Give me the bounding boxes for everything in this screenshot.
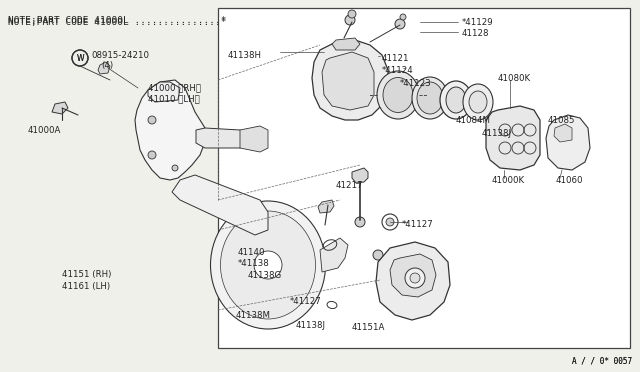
Ellipse shape [469, 91, 487, 113]
Text: W: W [76, 54, 84, 62]
Text: *41123: *41123 [400, 78, 432, 87]
Text: 41138J: 41138J [482, 128, 512, 138]
Text: 41161 (LH): 41161 (LH) [62, 282, 110, 292]
Text: W: W [76, 54, 84, 62]
Text: 41080K: 41080K [498, 74, 531, 83]
Text: NOTE;PART CODE 41000L ...............*: NOTE;PART CODE 41000L ...............* [8, 16, 227, 25]
Polygon shape [554, 124, 572, 142]
Text: 41084M: 41084M [456, 115, 491, 125]
Ellipse shape [211, 201, 326, 329]
Text: 41151 (RH): 41151 (RH) [62, 270, 111, 279]
Polygon shape [312, 40, 388, 120]
Text: 41000 〈RH〉: 41000 〈RH〉 [148, 83, 201, 93]
Polygon shape [322, 52, 374, 110]
Text: A / / 0* 0057: A / / 0* 0057 [572, 356, 632, 365]
Polygon shape [148, 82, 180, 102]
Circle shape [148, 151, 156, 159]
Circle shape [384, 279, 396, 291]
Text: *41127: *41127 [290, 298, 322, 307]
Polygon shape [240, 126, 268, 152]
Circle shape [345, 15, 355, 25]
Circle shape [400, 14, 406, 20]
Text: 41121: 41121 [382, 54, 410, 62]
Text: NOTE;PART CODE 41000L ...............*: NOTE;PART CODE 41000L ...............* [8, 18, 227, 27]
Text: 41217: 41217 [336, 180, 364, 189]
Polygon shape [320, 238, 348, 272]
Text: 41138M: 41138M [236, 311, 271, 320]
Ellipse shape [417, 82, 443, 114]
Text: A / / 0* 0057: A / / 0* 0057 [572, 356, 632, 365]
Ellipse shape [440, 81, 472, 119]
Circle shape [405, 268, 425, 288]
Polygon shape [486, 106, 540, 170]
Text: 41000K: 41000K [492, 176, 525, 185]
Circle shape [355, 217, 365, 227]
Polygon shape [98, 62, 110, 74]
Circle shape [386, 218, 394, 226]
Circle shape [148, 116, 156, 124]
Polygon shape [546, 115, 590, 170]
Text: 41085: 41085 [548, 115, 575, 125]
Text: 41128: 41128 [462, 29, 490, 38]
Text: 41138G: 41138G [248, 272, 282, 280]
Ellipse shape [254, 251, 282, 279]
Polygon shape [318, 200, 334, 213]
Circle shape [348, 10, 356, 18]
Text: (4): (4) [101, 61, 113, 70]
Circle shape [380, 266, 388, 274]
Text: *41138: *41138 [238, 260, 269, 269]
Ellipse shape [412, 77, 448, 119]
Polygon shape [332, 38, 360, 50]
Polygon shape [196, 128, 245, 148]
Polygon shape [376, 242, 450, 320]
Text: 41010 〈LH〉: 41010 〈LH〉 [148, 94, 200, 103]
Text: *41129: *41129 [462, 17, 493, 26]
Text: *41127: *41127 [402, 219, 434, 228]
Text: 41138H: 41138H [228, 51, 262, 60]
Bar [218, 8, 630, 348]
Circle shape [395, 19, 405, 29]
Text: 41138J: 41138J [296, 321, 326, 330]
Circle shape [410, 273, 420, 283]
Ellipse shape [463, 84, 493, 120]
Polygon shape [172, 175, 268, 235]
Ellipse shape [377, 71, 419, 119]
Polygon shape [52, 102, 68, 114]
Circle shape [373, 250, 383, 260]
Polygon shape [135, 80, 205, 180]
Circle shape [172, 165, 178, 171]
Ellipse shape [221, 211, 316, 319]
Text: 41140: 41140 [238, 247, 266, 257]
Text: 41151A: 41151A [352, 324, 385, 333]
Text: 41000A: 41000A [28, 125, 61, 135]
Text: *41124: *41124 [382, 65, 413, 74]
Ellipse shape [446, 87, 466, 113]
Ellipse shape [383, 77, 413, 112]
Text: 08915-24210: 08915-24210 [91, 51, 149, 60]
Polygon shape [352, 168, 368, 183]
Text: 41060: 41060 [556, 176, 584, 185]
Polygon shape [390, 254, 436, 297]
